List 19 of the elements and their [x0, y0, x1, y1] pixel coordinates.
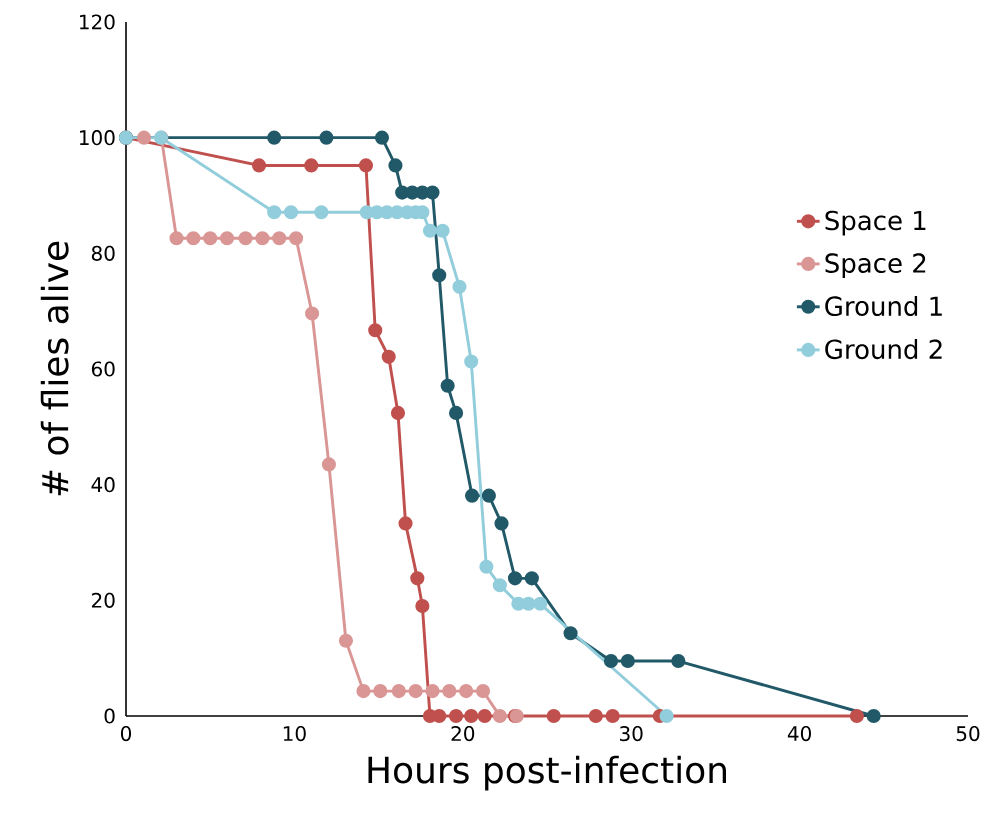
x-tick-label: 50 — [956, 726, 980, 742]
x-tick-label: 40 — [787, 726, 811, 742]
y-tick-label: 0 — [104, 708, 115, 724]
y-tick-label: 20 — [91, 592, 115, 608]
y-tick-label: 60 — [91, 361, 115, 377]
y-axis-title: # of flies alive — [40, 241, 69, 496]
legend-label: Ground 2 — [825, 339, 942, 360]
y-tick-label: 100 — [79, 130, 115, 146]
legend-label: Ground 1 — [825, 295, 942, 317]
legend-label: Space 2 — [825, 253, 926, 278]
x-axis-title: Hours post-infection — [368, 755, 726, 791]
x-tick-label: 30 — [620, 726, 643, 742]
legend-label: Space 1 — [825, 210, 926, 236]
x-tick-label: 10 — [283, 726, 306, 742]
y-tick-label: 40 — [91, 477, 115, 493]
x-tick-label: 20 — [451, 726, 475, 742]
y-tick-label: 80 — [91, 245, 115, 261]
y-tick-label: 120 — [79, 14, 115, 30]
x-tick-label: 0 — [120, 726, 132, 742]
